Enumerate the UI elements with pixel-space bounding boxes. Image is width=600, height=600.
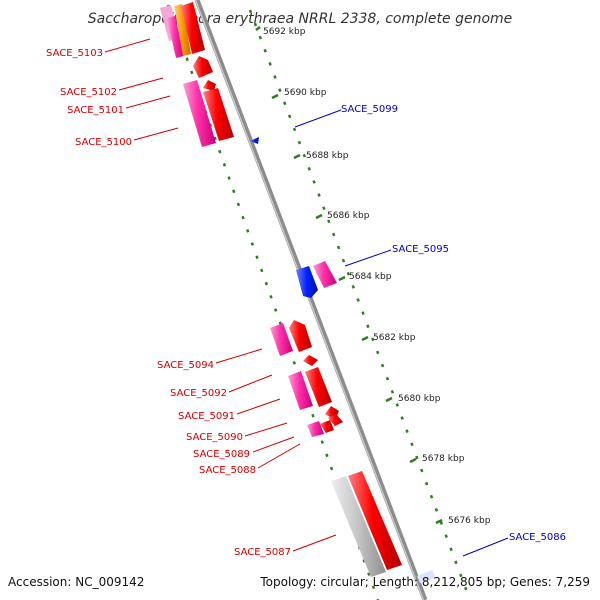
genome-summary-text: Topology: circular; Length: 8,212,805 bp…	[259, 575, 590, 589]
gene-label[interactable]: SACE_5103	[46, 48, 103, 59]
gene-feature-red	[181, 2, 205, 54]
gene-feature-gray	[331, 476, 386, 577]
gene-feature-red	[203, 88, 234, 141]
genome-backbone	[194, 0, 428, 600]
gene-feature-pink	[313, 261, 337, 288]
gene-feature-red-arrow	[193, 56, 213, 78]
tick-label: 5676 kbp	[448, 516, 491, 526]
gene-feature-pink	[307, 421, 324, 437]
genome-backbone-highlight	[194, 0, 425, 600]
tick-label: 5692 kbp	[263, 27, 306, 37]
tick-label: 5684 kbp	[349, 272, 392, 282]
leader-lines-left	[104, 38, 337, 552]
gene-feature-red-arrow	[203, 80, 216, 91]
tick-label: 5686 kbp	[327, 211, 370, 221]
gene-label[interactable]: SACE_5090	[186, 432, 243, 443]
tick-labels: 5692 kbp 5690 kbp 5688 kbp 5686 kbp 5684…	[255, 26, 491, 526]
tick-label: 5680 kbp	[398, 394, 441, 404]
tick-label: 5688 kbp	[306, 151, 349, 161]
gene-feature-orange	[174, 4, 191, 56]
gene-label[interactable]: SACE_5099	[341, 104, 398, 115]
gene-feature-blue	[296, 266, 318, 298]
gene-feature-pink	[270, 323, 293, 356]
gene-features-middle	[296, 261, 337, 298]
gene-label[interactable]: SACE_5095	[392, 244, 449, 255]
map-title: Saccharopolyspora erythraea NRRL 2338, c…	[88, 11, 513, 27]
gene-label[interactable]: SACE_5091	[178, 411, 235, 422]
gene-label[interactable]: SACE_5086	[509, 532, 566, 543]
gene-feature-red-arrow	[328, 414, 343, 426]
gene-feature-red	[305, 367, 332, 407]
gene-labels-left: SACE_5103 SACE_5102 SACE_5101 SACE_5100 …	[46, 48, 291, 558]
accession-text: Accession: NC_009142	[8, 575, 144, 589]
tick-label: 5690 kbp	[284, 88, 327, 98]
gene-features-top	[160, 2, 259, 147]
tick-label: 5678 kbp	[422, 454, 465, 464]
gene-feature-pink	[288, 371, 313, 410]
leader-lines-right	[294, 109, 509, 557]
gene-label[interactable]: SACE_5094	[157, 360, 214, 371]
gene-features-lower	[270, 320, 436, 583]
gene-feature-pink	[183, 80, 216, 147]
gene-label[interactable]: SACE_5101	[67, 105, 124, 116]
gene-label[interactable]: SACE_5087	[234, 547, 291, 558]
gene-feature-light-blue	[417, 570, 436, 583]
gene-label[interactable]: SACE_5088	[199, 465, 256, 476]
gene-feature-red-arrow	[289, 320, 312, 352]
gene-feature-red	[348, 471, 402, 570]
gene-feature-red	[320, 420, 334, 433]
gene-labels-right: SACE_5099 SACE_5095 SACE_5086	[341, 104, 566, 543]
gene-feature-red-arrow	[303, 355, 318, 366]
gene-label[interactable]: SACE_5089	[193, 449, 250, 460]
gene-label[interactable]: SACE_5102	[60, 87, 117, 98]
gene-feature-blue-arrow	[250, 137, 259, 144]
gene-feature-pink	[167, 16, 184, 58]
tick-label: 5682 kbp	[373, 333, 416, 343]
gene-label[interactable]: SACE_5100	[75, 137, 132, 148]
gene-label[interactable]: SACE_5092	[170, 388, 227, 399]
